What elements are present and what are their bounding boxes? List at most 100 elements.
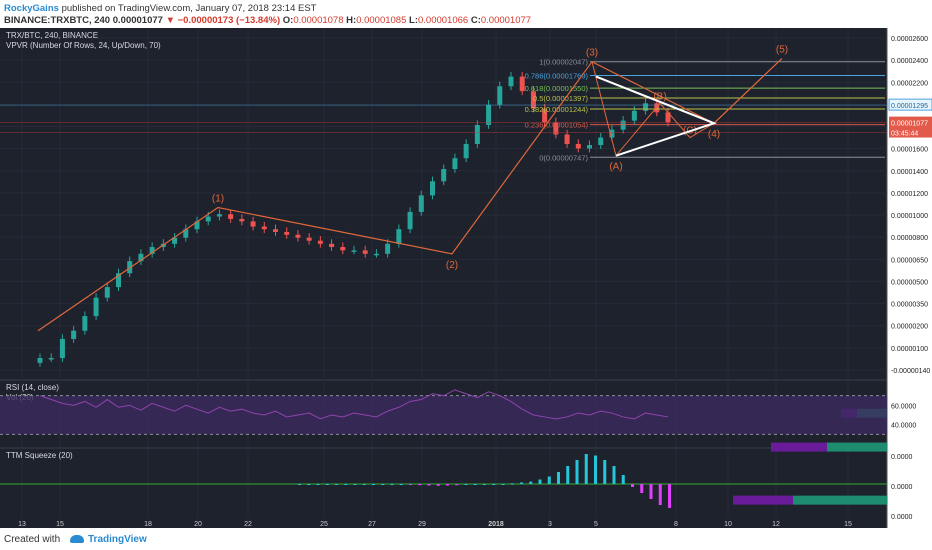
ttm-histogram-bar — [631, 484, 634, 487]
ttm-tick-label: 0.0000 — [891, 484, 913, 491]
created-with-text: Created with — [4, 534, 61, 545]
vpvr-bar-sell — [771, 442, 827, 452]
ttm-histogram-bar — [501, 484, 505, 485]
candle-body — [385, 243, 391, 254]
axis-price-badge — [889, 126, 932, 138]
rsi-tick-label: 40.0000 — [891, 423, 916, 430]
ttm-histogram-bar — [362, 484, 366, 485]
candle-body — [216, 214, 222, 217]
candle-body — [127, 261, 133, 274]
time-tick-label: 25 — [320, 521, 328, 528]
candle-body — [407, 211, 413, 230]
ttm-histogram-bar — [520, 482, 523, 484]
candle-body — [643, 103, 649, 111]
chart-background — [0, 28, 932, 528]
ttm-histogram-bar — [307, 484, 311, 485]
vpvr-bar-buy — [793, 495, 887, 505]
candle-body — [284, 231, 290, 235]
axis-price-badge — [888, 98, 932, 111]
ttm-histogram-bar — [344, 484, 348, 485]
ttm-histogram-bar — [529, 481, 533, 484]
candle-body — [340, 247, 346, 251]
elliott-wave-path — [37, 57, 783, 332]
time-tick-label: 8 — [674, 521, 678, 528]
fib-level-label: 0(0.00000747) — [539, 153, 588, 162]
rsi-line — [39, 389, 669, 420]
ttm-histogram-bar — [584, 454, 588, 484]
time-tick-label: 10 — [724, 521, 732, 528]
candle-body — [609, 129, 615, 138]
candle-body — [665, 112, 671, 123]
fib-level-label: 0.786(0.00001769) — [525, 72, 589, 81]
candle-body — [441, 169, 447, 182]
price-tick-label: 0.00000350 — [891, 302, 928, 309]
ttm-histogram-bar — [575, 460, 579, 484]
tradingview-brand[interactable]: TradingView — [70, 534, 147, 545]
ttm-histogram-bar — [603, 460, 607, 484]
fib-level-label: 0.618(0.00001550) — [525, 84, 589, 93]
candle-body — [329, 243, 335, 248]
candle-body — [48, 358, 54, 360]
wave-label: (3) — [586, 48, 598, 59]
time-tick-label: 5 — [594, 521, 598, 528]
candle-body — [116, 273, 121, 288]
ttm-histogram-bar — [409, 484, 412, 485]
time-tick-label: 29 — [418, 521, 426, 528]
candle-body — [239, 218, 245, 222]
ttm-tick-label: 0.0000 — [891, 514, 913, 521]
candle-body — [396, 229, 402, 244]
chart-svg[interactable]: 0.000026000.000024000.000022000.00002000… — [0, 28, 932, 528]
ttm-histogram-bar — [612, 466, 616, 484]
candle-body — [194, 221, 200, 230]
time-tick-label: 18 — [144, 521, 152, 528]
candle-body — [261, 226, 267, 230]
triangle-pattern — [595, 75, 717, 157]
axis-price-badge-text: 03:45:44 — [891, 131, 918, 138]
candle-body — [172, 237, 178, 244]
candle-body — [228, 214, 234, 219]
candle-body — [463, 143, 469, 159]
price-tick-label: 0.00001600 — [891, 147, 928, 154]
candle-body — [575, 143, 581, 149]
candle-body — [430, 181, 435, 196]
fib-level-label: 1(0.00002047) — [539, 58, 588, 67]
candle-body — [564, 134, 570, 144]
fib-level-label: 0.236(0.00001054) — [525, 121, 589, 130]
candle-body — [553, 122, 559, 135]
price-tick-label: 0.00000650 — [891, 257, 928, 264]
ohlc-line: BINANCE:TRXBTC, 240 0.00001077 ▼ −0.0000… — [4, 15, 531, 26]
author-link[interactable]: RockyGains — [4, 3, 59, 14]
candle-body — [37, 358, 43, 363]
ttm-histogram-bar — [658, 484, 662, 505]
price-tick-label: 0.00000100 — [891, 346, 928, 353]
candle-body — [486, 104, 492, 126]
ttm-histogram-bar — [621, 475, 625, 484]
ttm-histogram-bar — [390, 484, 394, 485]
candle-body — [104, 287, 110, 298]
footer: Created with TradingView — [0, 528, 932, 550]
open-value: 0.00001078 — [293, 15, 344, 26]
wave-label: (5) — [776, 44, 788, 55]
price-tick-label: 0.00002400 — [891, 58, 928, 65]
time-tick-label: 22 — [244, 521, 252, 528]
candle-body — [373, 253, 379, 256]
wave-label: (4) — [708, 129, 720, 140]
chart-subtitle: VPVR (Number Of Rows, 24, Up/Down, 70) — [6, 41, 161, 50]
candle-body — [250, 221, 256, 227]
candle-body — [59, 338, 65, 358]
ttm-histogram-bar — [557, 472, 560, 484]
chart-header: RockyGains published on TradingView.com,… — [0, 0, 932, 28]
candle-body — [587, 145, 592, 149]
price-axis-background — [887, 28, 932, 528]
ttm-histogram-bar — [372, 484, 375, 485]
time-tick-label: 2018 — [488, 521, 504, 528]
fib-level-label: 0.5(0.00001397) — [533, 94, 589, 103]
ttm-histogram-bar — [325, 484, 329, 485]
time-tick-label: 13 — [18, 521, 26, 528]
chart-area[interactable]: 0.000026000.000024000.000022000.00002000… — [0, 28, 932, 528]
high-value: 0.00001085 — [356, 15, 407, 26]
candle-body — [474, 125, 480, 144]
rsi-title: RSI (14, close) — [6, 383, 59, 392]
price-tick-label: 0.00000200 — [891, 324, 928, 331]
price-change: ▼ −0.00000173 (−13.84%) — [165, 15, 281, 26]
